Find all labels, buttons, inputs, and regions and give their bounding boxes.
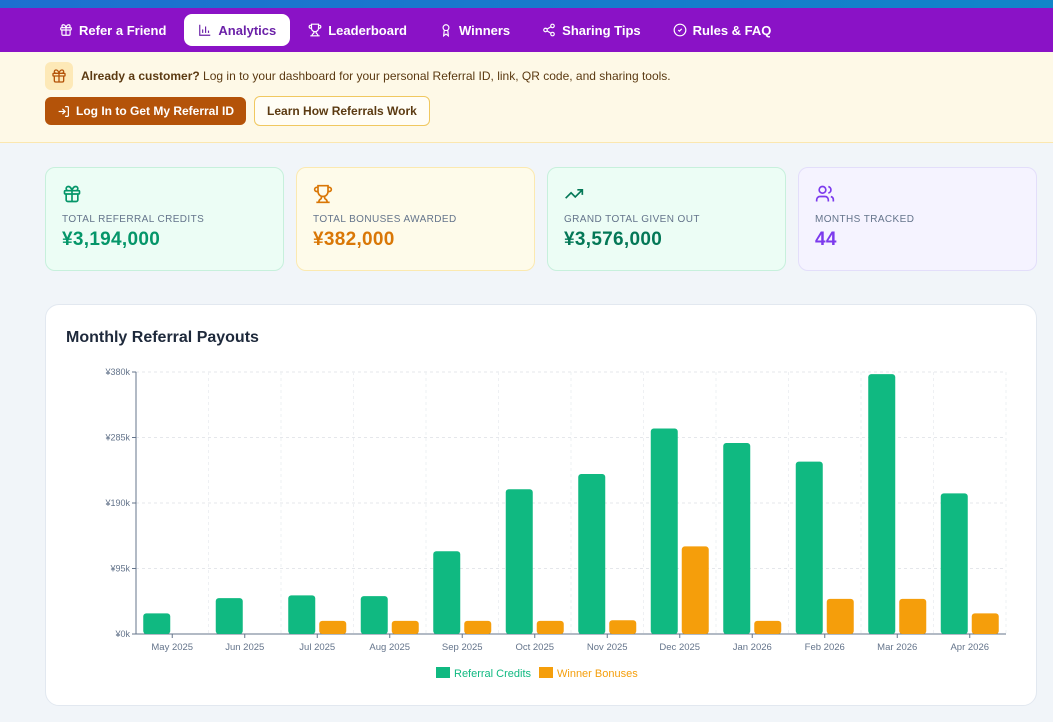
nav-tab-label: Refer a Friend — [79, 22, 167, 38]
x-tick-label: May 2025 — [151, 642, 193, 653]
x-tick-label: Apr 2026 — [950, 642, 989, 653]
stat-value: ¥3,576,000 — [564, 229, 663, 250]
bar-referral-credits — [433, 551, 461, 634]
stat-label: Grand Total Given Out — [564, 214, 700, 225]
bar-referral-credits — [215, 598, 243, 634]
login-button-label: Log In to Get My Referral ID — [76, 104, 235, 118]
learn-referrals-button[interactable]: Learn How Referrals Work — [254, 96, 430, 126]
x-tick-label: Sep 2025 — [442, 642, 483, 653]
check-circle-icon — [673, 23, 687, 37]
nav-tab-label: Analytics — [218, 22, 277, 38]
x-tick-label: Aug 2025 — [369, 642, 410, 653]
nav-tab-winners[interactable]: Winners — [425, 14, 524, 46]
stat-card-grand-total: Grand Total Given Out ¥3,576,000 — [547, 167, 786, 271]
bar-winner-bonuses — [319, 620, 347, 634]
legend-swatch — [436, 667, 450, 678]
top-accent-strip — [0, 0, 1053, 8]
bar-winner-bonuses — [391, 620, 419, 634]
nav-tab-label: Winners — [458, 22, 511, 38]
legend-label: Referral Credits — [454, 668, 532, 680]
bar-winner-bonuses — [899, 598, 927, 634]
stat-card-referral-credits: Total Referral Credits ¥3,194,000 — [45, 167, 284, 271]
nav-tab-sharing-tips[interactable]: Sharing Tips — [528, 14, 655, 46]
main-navbar: Refer a Friend Analytics Leaderboard Win… — [0, 8, 1053, 52]
bar-winner-bonuses — [681, 546, 709, 634]
x-tick-label: Jun 2025 — [225, 642, 264, 653]
y-tick-label: ¥0k — [114, 629, 130, 639]
bar-winner-bonuses — [754, 620, 782, 634]
stat-card-months-tracked: Months Tracked 44 — [798, 167, 1037, 271]
nav-tab-label: Rules & FAQ — [692, 22, 772, 38]
stat-value: ¥3,194,000 — [62, 229, 161, 250]
legend-swatch — [539, 667, 553, 678]
banner-text: Log in to your dashboard for your person… — [199, 69, 671, 83]
bar-winner-bonuses — [971, 613, 999, 634]
medal-icon — [439, 23, 453, 37]
bar-chart-icon — [198, 23, 212, 37]
bar-referral-credits — [288, 595, 316, 634]
gift-icon — [45, 62, 73, 90]
bar-winner-bonuses — [826, 598, 854, 634]
trending-up-icon — [565, 189, 584, 199]
bar-winner-bonuses — [609, 620, 637, 634]
bar-referral-credits — [723, 443, 751, 634]
bar-referral-credits — [143, 613, 171, 634]
chart-title: Monthly Referral Payouts — [66, 329, 259, 346]
stat-label: Total Referral Credits — [62, 214, 205, 225]
x-tick-label: Jul 2025 — [299, 642, 335, 653]
bar-referral-credits — [650, 428, 678, 634]
stat-label: Months Tracked — [815, 214, 915, 225]
login-icon — [57, 105, 70, 118]
trophy-icon — [308, 23, 322, 37]
stat-value: 44 — [815, 229, 837, 250]
banner-bold-text: Already a customer? — [81, 69, 200, 83]
x-tick-label: Dec 2025 — [659, 642, 700, 653]
y-tick-label: ¥190k — [104, 498, 130, 508]
trophy-icon — [313, 184, 333, 204]
banner-message: Already a customer? Log in to your dashb… — [81, 69, 671, 83]
gift-icon — [63, 185, 81, 203]
y-tick-label: ¥285k — [104, 433, 130, 443]
users-icon — [815, 185, 835, 202]
bar-referral-credits — [940, 493, 968, 634]
stat-card-bonuses-awarded: Total Bonuses Awarded ¥382,000 — [296, 167, 535, 271]
monthly-payouts-chart: ¥0k ¥95k ¥190k ¥285k ¥380k May 2025 Jun 2025 Ju… — [104, 367, 1007, 680]
monthly-payouts-chart-card: Monthly Referral Payouts ¥0k ¥95k ¥190k ¥28… — [45, 304, 1037, 706]
x-tick-label: Jan 2026 — [733, 642, 772, 653]
nav-tab-rules-faq[interactable]: Rules & FAQ — [659, 14, 786, 46]
y-tick-label: ¥380k — [104, 367, 130, 377]
x-tick-label: Oct 2025 — [515, 642, 554, 653]
legend-label: Winner Bonuses — [557, 668, 638, 680]
x-tick-label: Nov 2025 — [587, 642, 628, 653]
y-tick-label: ¥95k — [109, 564, 130, 574]
x-tick-label: Mar 2026 — [877, 642, 917, 653]
bar-winner-bonuses — [464, 620, 492, 634]
bar-referral-credits — [868, 374, 896, 634]
x-tick-label: Feb 2026 — [805, 642, 845, 653]
gift-icon — [59, 23, 73, 37]
bar-referral-credits — [795, 461, 823, 634]
bar-referral-credits — [360, 596, 388, 634]
stat-label: Total Bonuses Awarded — [313, 214, 457, 225]
share-icon — [542, 23, 556, 37]
stats-row: Total Referral Credits ¥3,194,000 Total … — [45, 167, 1049, 271]
nav-tab-label: Leaderboard — [328, 22, 407, 38]
login-referral-id-button[interactable]: Log In to Get My Referral ID — [45, 97, 247, 125]
nav-tab-refer-a-friend[interactable]: Refer a Friend — [45, 14, 180, 46]
nav-tab-analytics[interactable]: Analytics — [184, 14, 291, 46]
nav-tab-label: Sharing Tips — [562, 22, 641, 38]
nav-tab-leaderboard[interactable]: Leaderboard — [294, 14, 421, 46]
bar-winner-bonuses — [536, 620, 564, 634]
bar-referral-credits — [578, 474, 606, 634]
stat-value: ¥382,000 — [313, 229, 395, 250]
bar-referral-credits — [505, 489, 533, 634]
customer-login-banner: Already a customer? Log in to your dashb… — [0, 52, 1053, 143]
